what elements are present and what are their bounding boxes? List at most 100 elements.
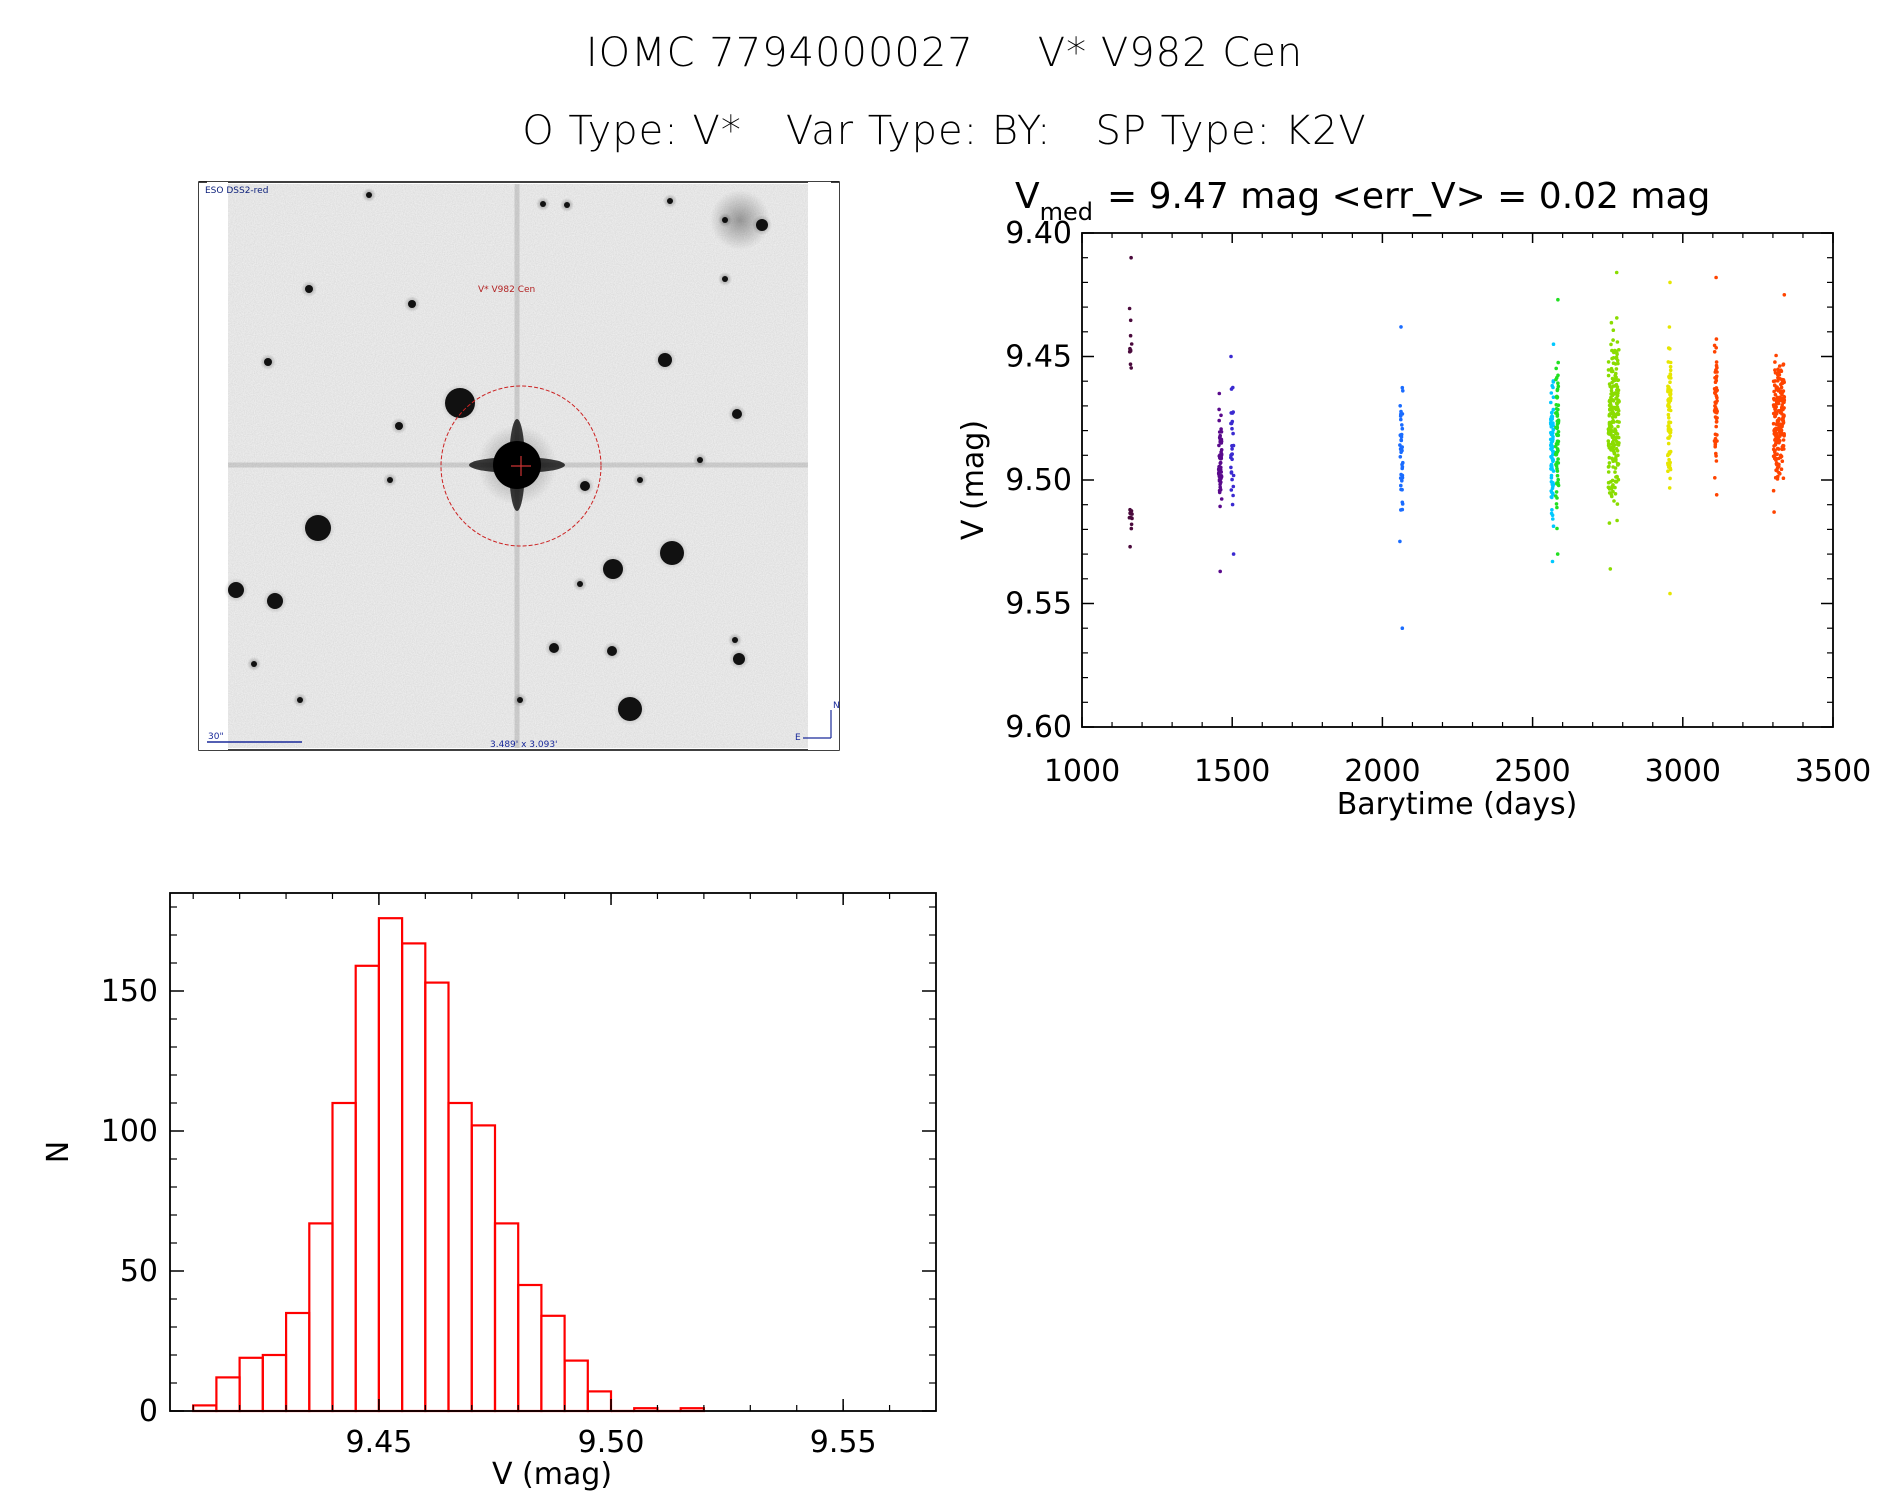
data-point bbox=[1607, 421, 1612, 426]
data-point bbox=[1715, 370, 1719, 374]
data-point bbox=[1400, 479, 1404, 483]
data-point bbox=[1781, 362, 1786, 367]
data-point bbox=[1615, 316, 1619, 320]
histogram-bar bbox=[238, 1356, 264, 1413]
data-point bbox=[1774, 468, 1778, 473]
histogram-bar bbox=[493, 1222, 520, 1413]
histogram-bar bbox=[331, 1101, 357, 1413]
data-point bbox=[1549, 447, 1554, 452]
data-point bbox=[1398, 455, 1403, 459]
field-star bbox=[660, 541, 684, 565]
data-point bbox=[1773, 442, 1778, 447]
data-point bbox=[1551, 482, 1556, 487]
data-point bbox=[1615, 340, 1620, 344]
data-point bbox=[1550, 439, 1555, 444]
field-star bbox=[445, 388, 475, 418]
x-tick-label: 9.55 bbox=[810, 1425, 877, 1460]
data-point bbox=[1556, 407, 1560, 412]
data-point bbox=[1219, 430, 1224, 434]
data-point bbox=[1780, 406, 1785, 411]
data-point bbox=[1606, 373, 1611, 378]
data-point bbox=[1549, 400, 1553, 405]
data-point bbox=[1772, 456, 1777, 461]
light-curve-chart: 1000 1500 2000 2500 3000 3500 9.40 9.45 9.50 9.55… bbox=[956, 176, 1871, 822]
data-point bbox=[1554, 442, 1559, 446]
data-point bbox=[1666, 412, 1671, 417]
title-subscript: med bbox=[1040, 198, 1093, 226]
data-point bbox=[1219, 470, 1223, 474]
data-point bbox=[1775, 462, 1779, 467]
data-point bbox=[1774, 385, 1779, 389]
field-star bbox=[603, 559, 623, 579]
survey-label: ESO DSS2-red bbox=[205, 186, 268, 196]
field-star bbox=[387, 477, 393, 483]
data-point bbox=[1614, 367, 1619, 371]
series-8 bbox=[1666, 280, 1673, 596]
data-point bbox=[1616, 361, 1620, 366]
field-star bbox=[228, 582, 244, 598]
data-point bbox=[1609, 491, 1613, 495]
data-point bbox=[1667, 385, 1671, 390]
finder-right-margin bbox=[808, 182, 839, 750]
data-point bbox=[1779, 397, 1784, 401]
data-point bbox=[1612, 420, 1616, 424]
data-point bbox=[1129, 522, 1134, 527]
data-point bbox=[1606, 470, 1611, 474]
field-star bbox=[618, 697, 642, 721]
data-point bbox=[1714, 424, 1718, 429]
data-point bbox=[1229, 470, 1234, 474]
data-point bbox=[1554, 502, 1559, 506]
data-point bbox=[1229, 465, 1233, 470]
data-point bbox=[1781, 438, 1786, 442]
data-point bbox=[1609, 320, 1614, 325]
data-point bbox=[1230, 419, 1235, 424]
title-v: V bbox=[1015, 176, 1040, 217]
data-point bbox=[1606, 465, 1611, 469]
data-point bbox=[1549, 411, 1554, 415]
field-star bbox=[305, 285, 313, 293]
histogram-bar bbox=[563, 1359, 589, 1413]
data-point bbox=[1400, 385, 1405, 390]
compass-north-label: N bbox=[833, 701, 840, 711]
data-point bbox=[1776, 379, 1780, 383]
data-point bbox=[1400, 487, 1404, 492]
data-point bbox=[1551, 450, 1556, 454]
data-point bbox=[1398, 539, 1402, 544]
data-point bbox=[1128, 346, 1132, 351]
data-point bbox=[1550, 559, 1555, 564]
data-point bbox=[1128, 507, 1132, 512]
data-point bbox=[1548, 421, 1553, 425]
data-point bbox=[1774, 398, 1779, 403]
data-point bbox=[1666, 429, 1671, 433]
data-point bbox=[1775, 420, 1780, 425]
data-point bbox=[1219, 413, 1223, 418]
data-point bbox=[1617, 420, 1621, 424]
field-star bbox=[564, 202, 570, 208]
field-star bbox=[366, 192, 372, 198]
field-star bbox=[549, 643, 559, 653]
data-point bbox=[1231, 473, 1236, 478]
data-point bbox=[1556, 384, 1561, 389]
data-point bbox=[1614, 382, 1619, 387]
data-point bbox=[1611, 399, 1616, 403]
data-point bbox=[1399, 483, 1403, 488]
light-curve-title: Vmed = 9.47 mag <err_V> = 0.02 mag bbox=[1015, 176, 1710, 226]
data-point bbox=[1128, 318, 1133, 323]
data-point bbox=[1556, 448, 1560, 453]
data-point bbox=[1667, 325, 1672, 329]
data-point bbox=[1668, 380, 1672, 385]
data-point bbox=[1668, 398, 1673, 403]
data-point bbox=[1774, 412, 1779, 416]
data-point bbox=[1400, 507, 1405, 512]
field-stars bbox=[224, 188, 772, 725]
data-point bbox=[1776, 375, 1780, 380]
data-point bbox=[1555, 552, 1560, 556]
data-point bbox=[1554, 425, 1558, 430]
histogram-bar bbox=[261, 1353, 288, 1413]
data-point bbox=[1550, 414, 1554, 419]
histogram-bar bbox=[401, 942, 427, 1413]
data-point bbox=[1231, 431, 1235, 436]
data-point bbox=[1230, 444, 1234, 448]
histogram-ticks bbox=[170, 893, 936, 1412]
data-point bbox=[1666, 469, 1670, 474]
